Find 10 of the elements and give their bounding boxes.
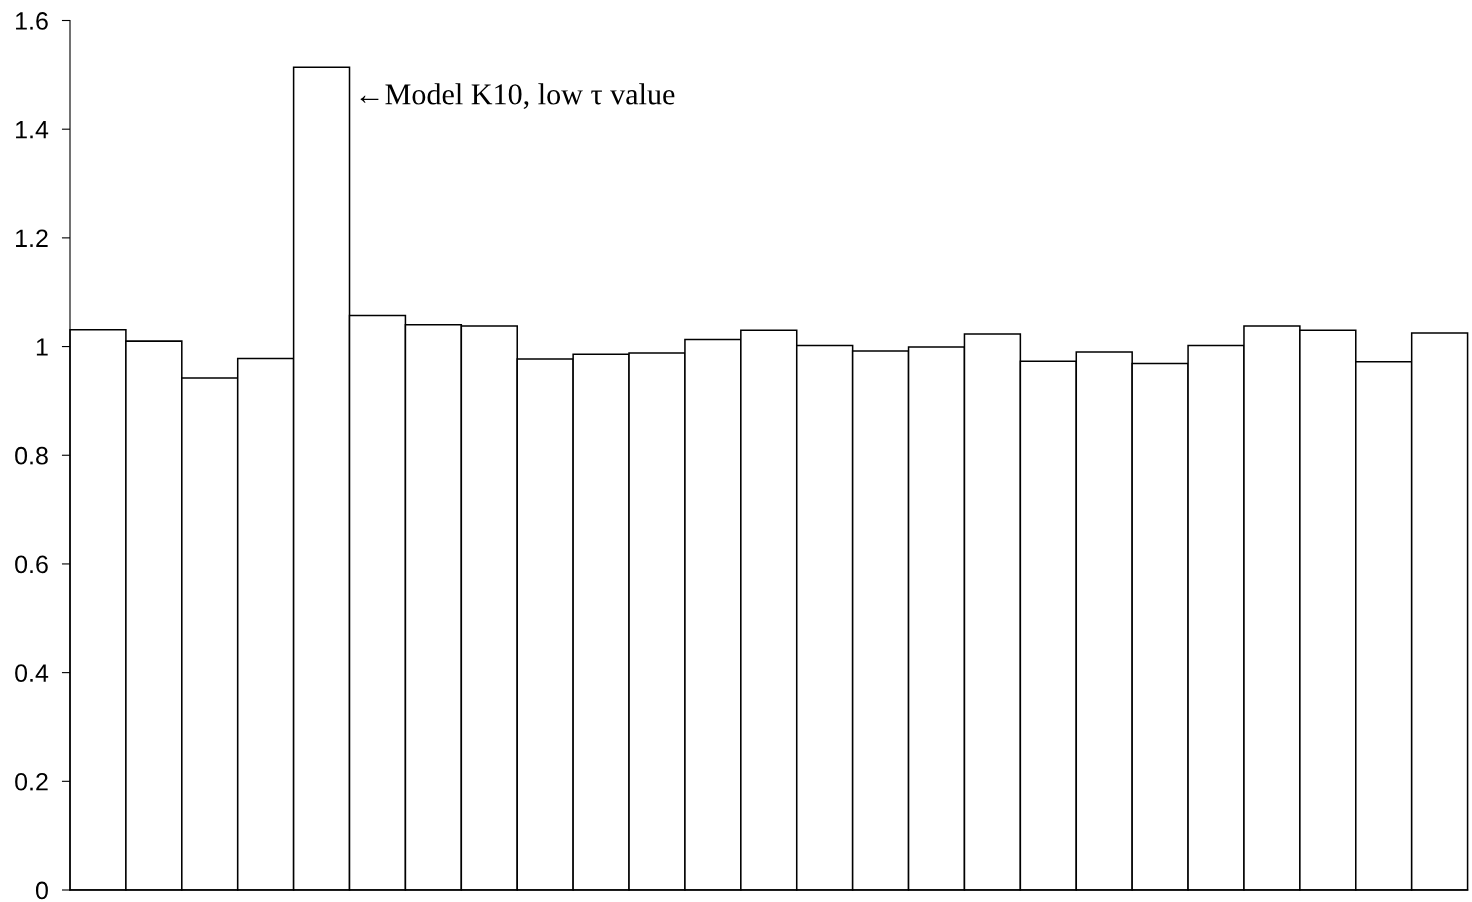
y-tick-label: 1.4 bbox=[16, 121, 49, 139]
y-tick-label: 1.6 bbox=[16, 12, 48, 30]
y-tick-label: 1.2 bbox=[16, 229, 48, 247]
y-tick-label: 0.2 bbox=[15, 772, 48, 791]
y-tick-label: 1 bbox=[36, 338, 48, 356]
y-tick-label: 0.6 bbox=[15, 555, 48, 574]
annotation: ←Model K10, low τ value bbox=[360, 83, 675, 109]
y-tick-label: 0.8 bbox=[15, 446, 48, 465]
y-tick-label: 0 bbox=[35, 881, 48, 900]
y-tick-label: 0.4 bbox=[15, 664, 49, 682]
